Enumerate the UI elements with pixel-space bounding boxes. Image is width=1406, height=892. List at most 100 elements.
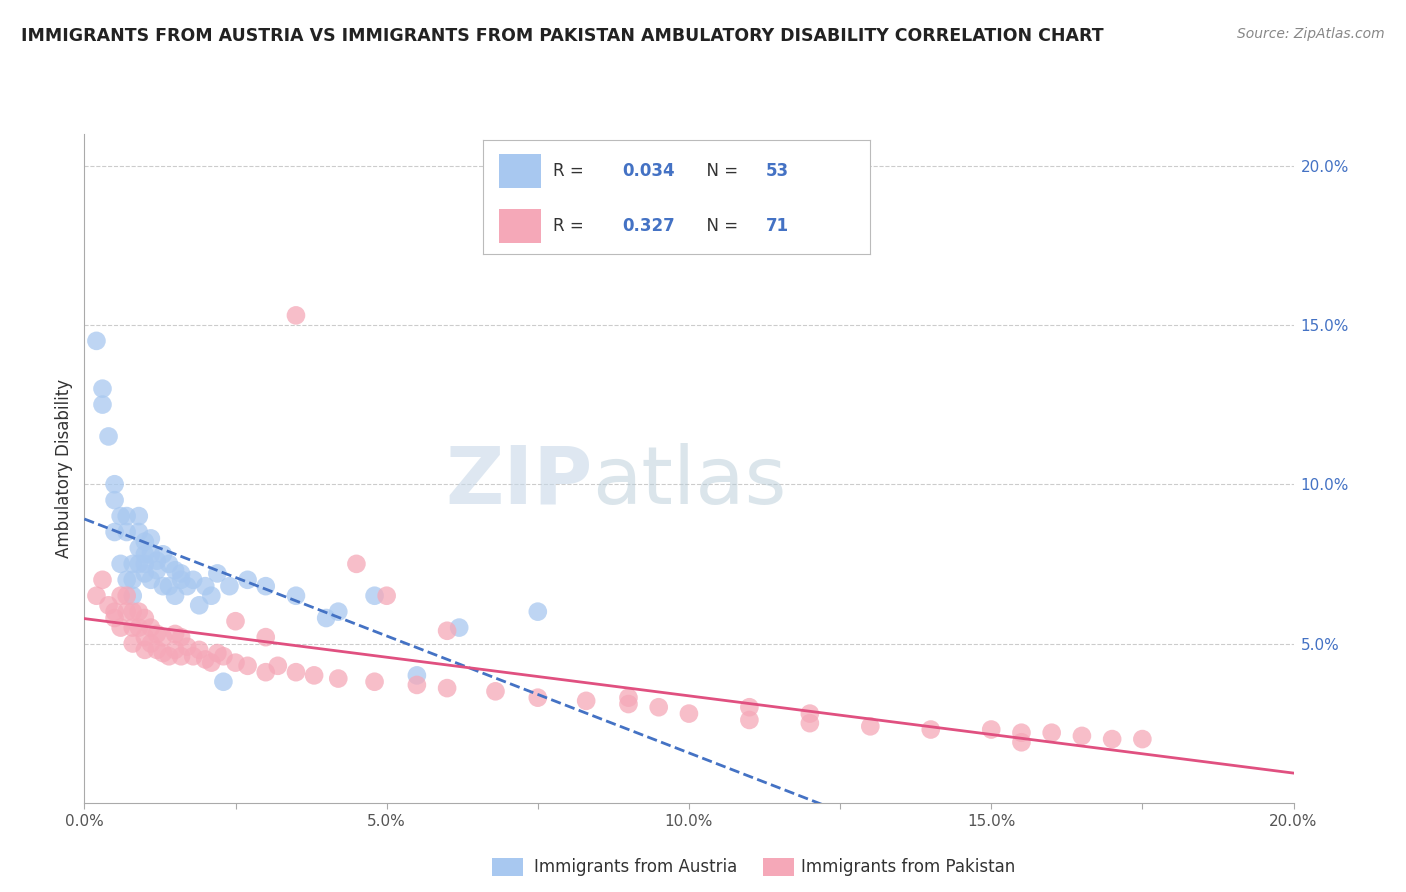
- Point: [165, 627, 187, 641]
- Point: [617, 697, 640, 711]
- Point: [527, 690, 550, 705]
- Point: [128, 509, 150, 524]
- Point: [1011, 725, 1033, 739]
- Point: [328, 672, 350, 686]
- Point: [617, 690, 640, 705]
- Point: [157, 579, 180, 593]
- Point: [139, 573, 162, 587]
- Point: [110, 621, 132, 635]
- Point: [1071, 729, 1094, 743]
- Point: [799, 706, 821, 721]
- Point: [527, 605, 550, 619]
- Point: [254, 630, 277, 644]
- Point: [285, 665, 308, 680]
- Point: [218, 579, 240, 593]
- Point: [104, 493, 127, 508]
- Point: [152, 630, 174, 644]
- Point: [738, 713, 761, 727]
- Point: [1011, 735, 1033, 749]
- Point: [920, 723, 942, 737]
- Text: ZIP: ZIP: [444, 442, 592, 521]
- Point: [980, 723, 1002, 737]
- Point: [139, 532, 162, 546]
- Point: [115, 509, 138, 524]
- Point: [1101, 732, 1123, 747]
- Point: [134, 630, 156, 644]
- Point: [128, 605, 150, 619]
- Point: [91, 573, 114, 587]
- Point: [128, 621, 150, 635]
- Point: [285, 309, 308, 323]
- Point: [134, 534, 156, 549]
- Point: [302, 668, 325, 682]
- Point: [188, 599, 211, 613]
- Point: [104, 477, 127, 491]
- Point: [110, 557, 132, 571]
- Point: [97, 429, 120, 443]
- Point: [449, 621, 471, 635]
- Point: [104, 605, 127, 619]
- Text: atlas: atlas: [592, 442, 786, 521]
- Point: [267, 658, 290, 673]
- Point: [254, 665, 277, 680]
- Point: [738, 700, 761, 714]
- Point: [436, 681, 458, 695]
- Text: Source: ZipAtlas.com: Source: ZipAtlas.com: [1237, 27, 1385, 41]
- Point: [176, 640, 198, 654]
- Point: [363, 589, 385, 603]
- Point: [134, 566, 156, 581]
- Point: [363, 674, 385, 689]
- Point: [236, 658, 259, 673]
- Point: [110, 509, 132, 524]
- Text: Immigrants from Pakistan: Immigrants from Pakistan: [801, 858, 1015, 876]
- Point: [146, 627, 169, 641]
- Point: [285, 589, 308, 603]
- Point: [194, 579, 217, 593]
- Point: [170, 573, 193, 587]
- Point: [406, 678, 429, 692]
- Point: [212, 649, 235, 664]
- Point: [121, 573, 143, 587]
- Text: IMMIGRANTS FROM AUSTRIA VS IMMIGRANTS FROM PAKISTAN AMBULATORY DISABILITY CORREL: IMMIGRANTS FROM AUSTRIA VS IMMIGRANTS FR…: [21, 27, 1104, 45]
- Point: [128, 541, 150, 555]
- Point: [188, 643, 211, 657]
- Point: [86, 334, 108, 348]
- Point: [212, 674, 235, 689]
- Point: [115, 524, 138, 539]
- Point: [315, 611, 337, 625]
- Point: [91, 398, 114, 412]
- Point: [146, 643, 169, 657]
- Point: [859, 719, 882, 733]
- Y-axis label: Ambulatory Disability: Ambulatory Disability: [55, 379, 73, 558]
- Point: [254, 579, 277, 593]
- Point: [181, 649, 204, 664]
- Point: [121, 621, 143, 635]
- Point: [484, 684, 506, 698]
- Point: [406, 668, 429, 682]
- Point: [225, 656, 247, 670]
- Point: [200, 656, 222, 670]
- Point: [170, 649, 193, 664]
- Point: [128, 557, 150, 571]
- Point: [86, 589, 108, 603]
- Point: [91, 382, 114, 396]
- Point: [799, 716, 821, 731]
- Text: Immigrants from Austria: Immigrants from Austria: [534, 858, 738, 876]
- Point: [165, 589, 187, 603]
- Point: [104, 524, 127, 539]
- Point: [157, 557, 180, 571]
- Point: [157, 649, 180, 664]
- Point: [104, 611, 127, 625]
- Point: [346, 557, 368, 571]
- Point: [200, 589, 222, 603]
- Point: [1040, 725, 1063, 739]
- Point: [115, 605, 138, 619]
- Point: [170, 566, 193, 581]
- Point: [139, 547, 162, 561]
- Point: [1130, 732, 1153, 747]
- Point: [128, 524, 150, 539]
- Point: [678, 706, 700, 721]
- Point: [134, 611, 156, 625]
- Point: [328, 605, 350, 619]
- Point: [121, 589, 143, 603]
